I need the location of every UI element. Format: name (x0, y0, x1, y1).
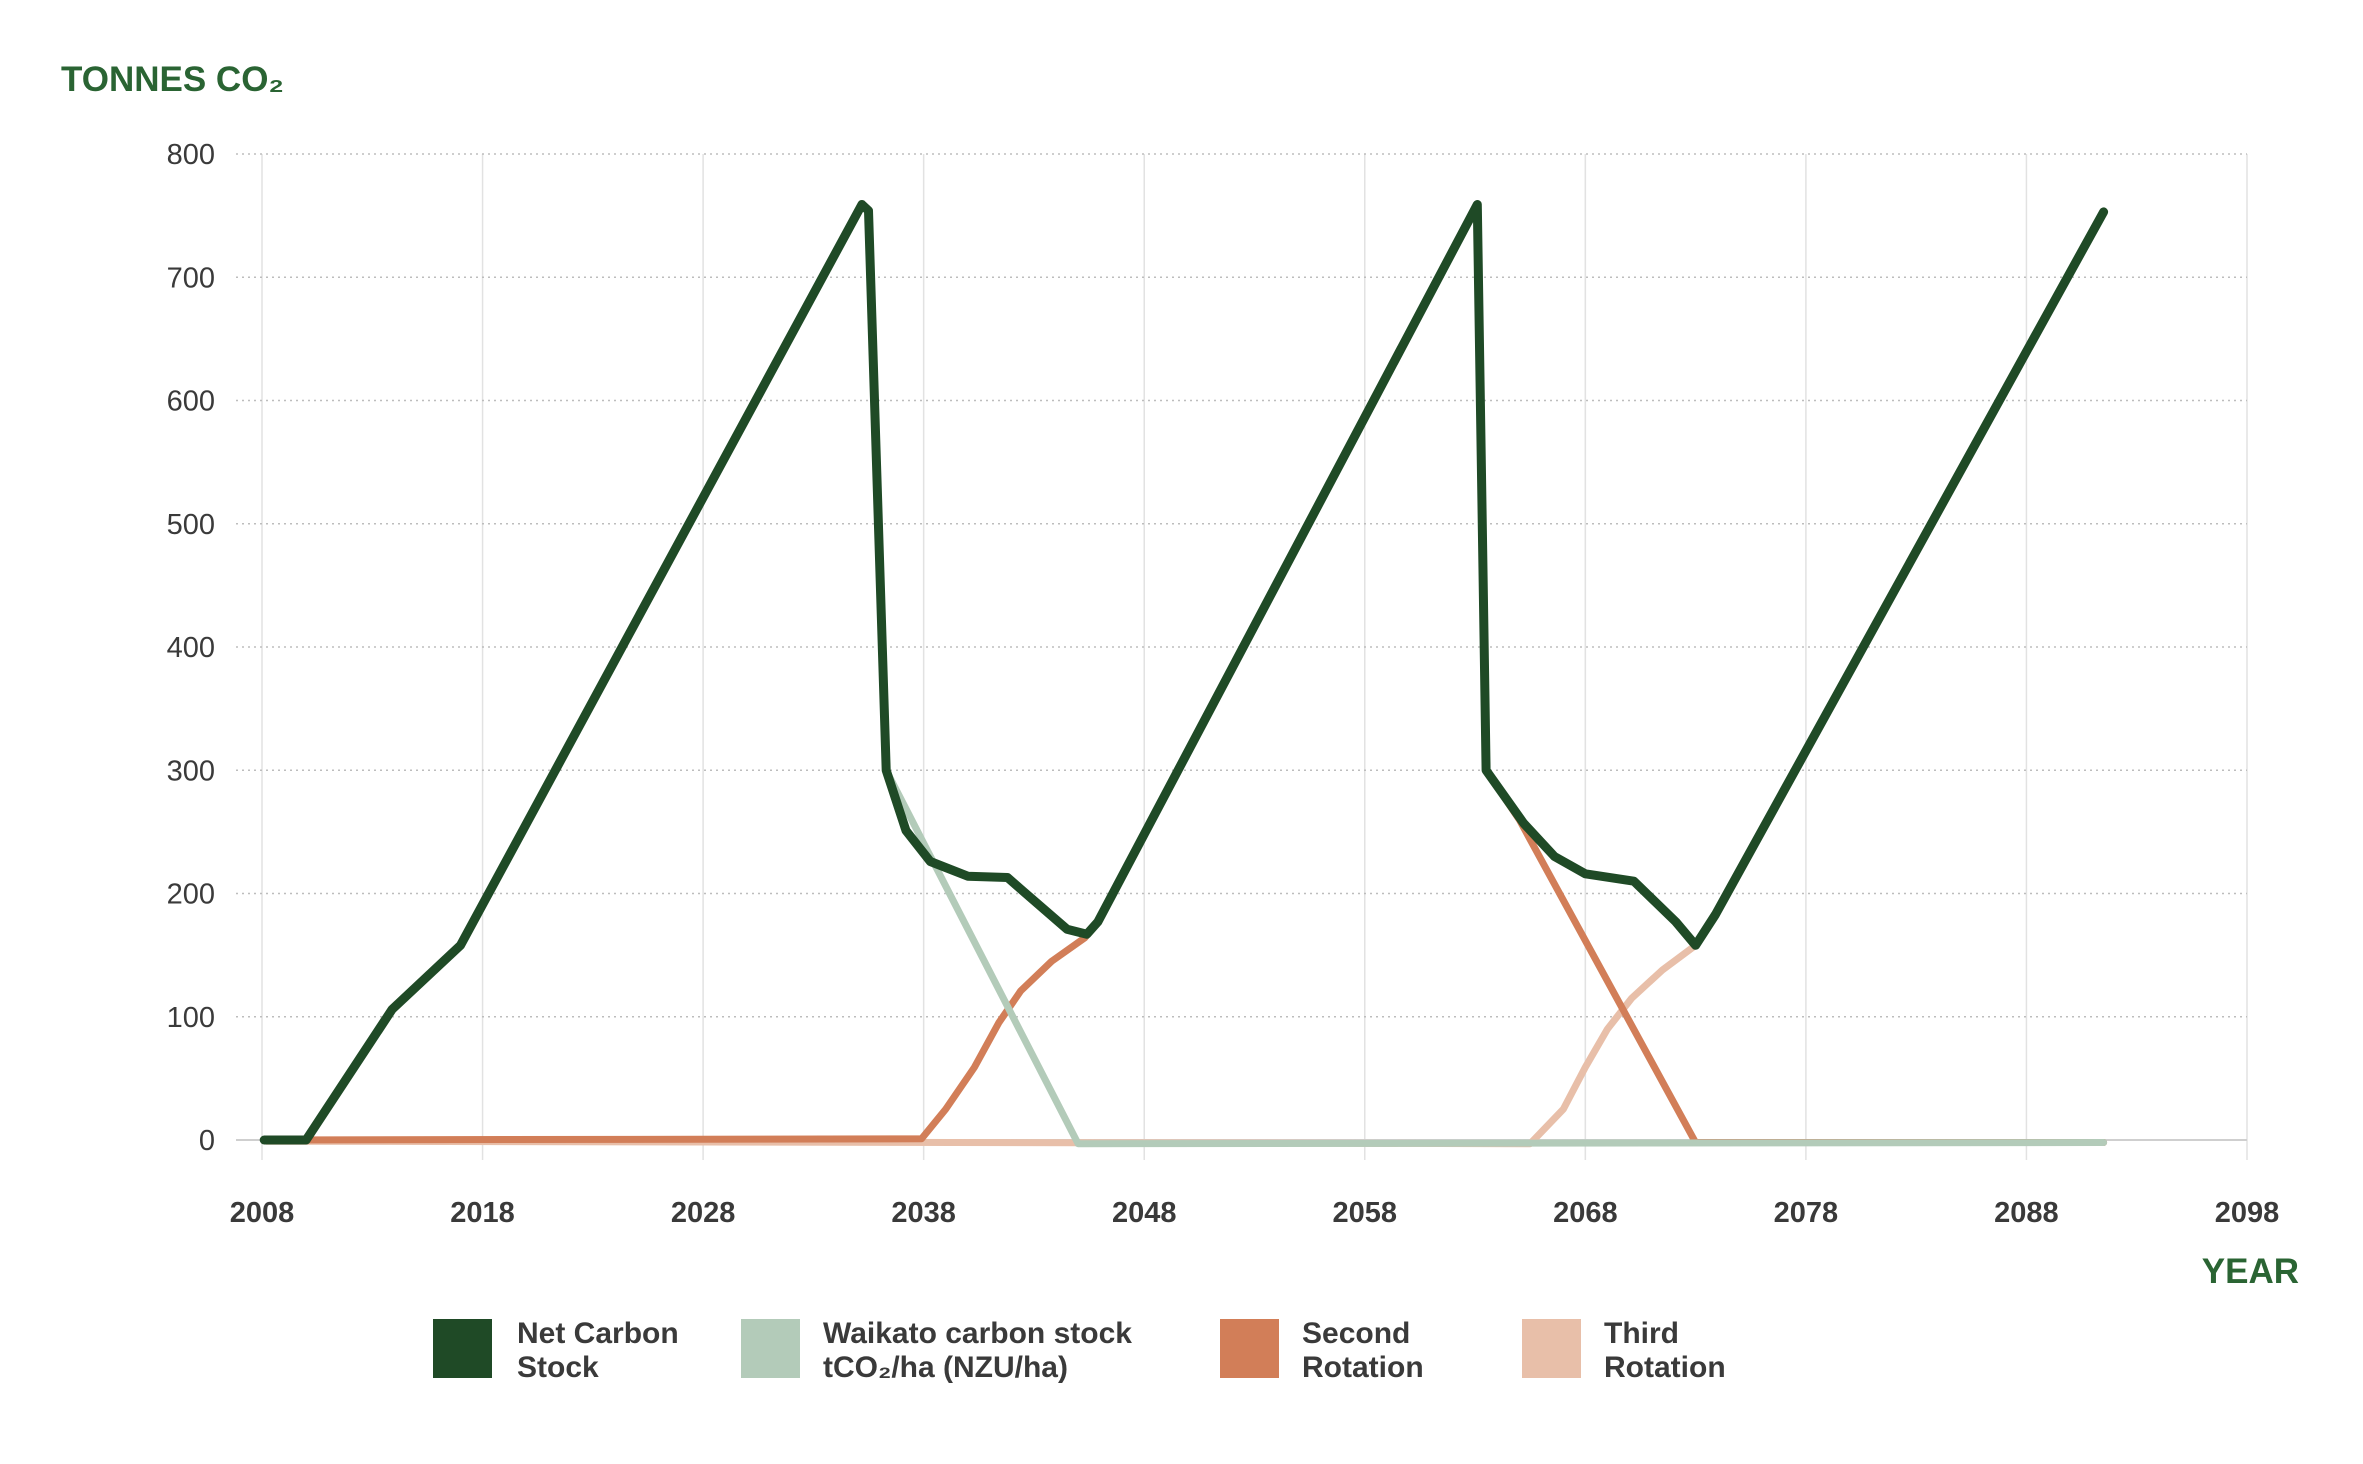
x-tick-label: 2068 (1553, 1197, 1618, 1229)
legend-label: Third (1604, 1317, 1679, 1350)
y-tick-label: 300 (167, 755, 215, 787)
x-tick-label: 2048 (1112, 1197, 1177, 1229)
legend-label: Waikato carbon stock (823, 1317, 1132, 1350)
y-axis-title: TONNES CO₂ (61, 60, 284, 99)
y-tick-label: 600 (167, 386, 215, 418)
y-tick-label: 100 (167, 1002, 215, 1034)
legend-swatch (1522, 1319, 1581, 1378)
axis-ticks: 2008 2018 2028 2038 2048 2058 2068 2078 2088 2098… (167, 139, 2280, 1229)
legend-label: tCO₂/ha (NZU/ha) (823, 1351, 1068, 1384)
y-tick-label: 400 (167, 632, 215, 664)
x-tick-label: 2078 (1774, 1197, 1839, 1229)
x-tick-label: 2028 (671, 1197, 736, 1229)
x-tick-label: 2038 (891, 1197, 956, 1229)
legend-swatch (1220, 1319, 1279, 1378)
x-tick-label: 2018 (450, 1197, 515, 1229)
y-tick-label: 700 (167, 262, 215, 294)
series-line-second-rotation (262, 201, 2108, 1146)
legend-label: Second (1302, 1317, 1410, 1350)
y-tick-label: 0 (199, 1125, 215, 1157)
legend-label: Rotation (1604, 1351, 1726, 1384)
legend-label: Rotation (1302, 1351, 1424, 1384)
legend-label: Stock (517, 1351, 599, 1384)
x-tick-label: 2088 (1994, 1197, 2059, 1229)
y-tick-label: 200 (167, 879, 215, 911)
series-lines (259, 200, 2109, 1148)
x-axis-title: YEAR (2202, 1252, 2299, 1291)
series-line-waikato-carbon-stock-tco-ha-nzu-ha (260, 201, 2108, 1148)
y-tick-label: 800 (167, 139, 215, 171)
legend-swatch (433, 1319, 492, 1378)
legend-swatch (741, 1319, 800, 1378)
x-tick-label: 2098 (2215, 1197, 2280, 1229)
y-tick-label: 500 (167, 509, 215, 541)
series-line-third-rotation (262, 208, 2108, 1148)
series-line-net-carbon-stock (259, 200, 2109, 1145)
x-tick-label: 2058 (1333, 1197, 1398, 1229)
x-tick-label: 2008 (230, 1197, 295, 1229)
legend-label: Net Carbon (517, 1317, 679, 1350)
